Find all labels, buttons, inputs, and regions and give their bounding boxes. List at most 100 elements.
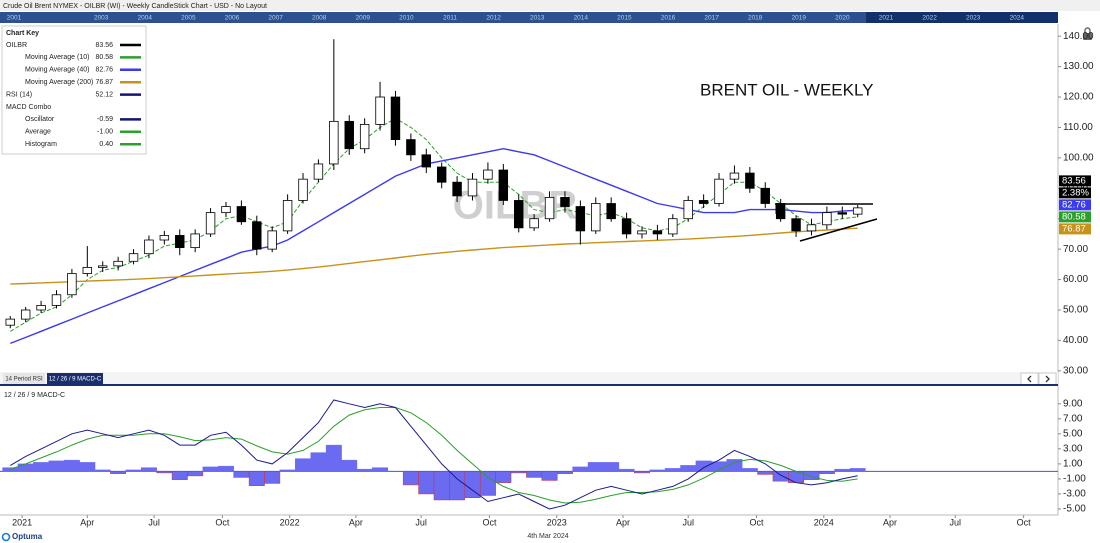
price-flag xyxy=(1059,223,1091,235)
timeline-year: 2004 xyxy=(138,15,153,22)
histogram-bar xyxy=(356,468,373,472)
candle-body xyxy=(714,178,724,204)
candle-body xyxy=(436,166,447,183)
candle-body xyxy=(467,178,478,197)
candle-body xyxy=(5,318,15,326)
tab-active[interactable] xyxy=(47,373,103,384)
chart-key-value: 0.40 xyxy=(99,141,113,148)
lock-icon[interactable] xyxy=(1083,27,1092,40)
histogram-bar xyxy=(325,444,342,472)
chart-key-value: 76.87 xyxy=(95,79,113,86)
tab[interactable] xyxy=(3,373,45,384)
timeline-year: 2011 xyxy=(443,15,457,22)
candle-body xyxy=(67,273,77,296)
histogram-bar xyxy=(818,471,835,474)
candle-body xyxy=(113,260,123,267)
header-title: Crude Oil Brent NYMEX - OILBR (WI) - Wee… xyxy=(3,3,267,10)
histogram-bar xyxy=(125,469,142,472)
y-tick-label: 1.00 xyxy=(1063,459,1083,470)
candle-body xyxy=(359,123,370,150)
x-tick-label: Apr xyxy=(349,517,363,527)
timeline-year: 2016 xyxy=(661,15,676,22)
histogram-bar xyxy=(156,471,173,474)
histogram-bar xyxy=(372,467,389,472)
optuma-logo xyxy=(1,532,11,542)
x-tick-label: Apr xyxy=(883,517,897,527)
chart-key-value: 82.76 xyxy=(95,67,113,74)
timeline-year: 2018 xyxy=(748,15,763,22)
histogram-bar xyxy=(664,468,681,472)
price-flag-label: 82.76 xyxy=(1062,199,1086,210)
candle-body xyxy=(606,203,616,220)
histogram-bar xyxy=(402,471,419,486)
timeline-bar[interactable] xyxy=(0,12,1058,23)
candle-body xyxy=(683,200,693,220)
candle-body xyxy=(82,266,93,274)
candle-body xyxy=(406,139,416,156)
histogram-bar xyxy=(233,471,250,478)
candle-body xyxy=(190,233,200,249)
x-tick-label: 2023 xyxy=(547,517,567,527)
histogram-bar xyxy=(510,471,527,474)
chart-key-value: -0.59 xyxy=(97,116,113,123)
scroll-buttons[interactable] xyxy=(1020,372,1057,386)
timeline-selection[interactable] xyxy=(866,12,1058,23)
y-tick-label: 7.00 xyxy=(1063,413,1083,424)
histogram-bar xyxy=(649,469,666,472)
x-tick-label: 2022 xyxy=(280,517,300,527)
y-tick-label: 30.00 xyxy=(1063,365,1088,376)
histogram-bar xyxy=(618,468,635,472)
histogram-bar xyxy=(418,471,435,495)
price-flag-label: 80.58 xyxy=(1062,211,1086,222)
candle-body xyxy=(390,96,401,141)
timeline-year: 2014 xyxy=(574,15,589,22)
candle-body xyxy=(329,120,339,165)
histogram-bar xyxy=(726,459,743,472)
timeline-year: 2015 xyxy=(617,15,632,22)
candle-body xyxy=(760,187,770,204)
histogram-bar xyxy=(556,471,573,474)
x-tick-label: Jul xyxy=(415,517,427,527)
timeline-year: 2007 xyxy=(268,15,283,22)
chart-key-value: 52.12 xyxy=(95,91,113,98)
x-tick-label: Jul xyxy=(950,517,962,527)
y-tick-label: 50.00 xyxy=(1063,305,1088,316)
histogram-bar xyxy=(433,471,450,501)
histogram-bar xyxy=(248,471,265,486)
timeline-year: 2013 xyxy=(530,15,545,22)
timeline-year: 2021 xyxy=(879,15,894,22)
chart-key-name: MACD Combo xyxy=(6,104,51,111)
candle-body xyxy=(745,172,755,189)
series-line xyxy=(10,227,858,285)
x-tick-label: 2024 xyxy=(814,517,834,527)
y-tick-label: 40.00 xyxy=(1063,335,1088,346)
candle-body xyxy=(698,200,709,204)
timeline-year: 2017 xyxy=(704,15,719,22)
timeline-year: 2023 xyxy=(966,15,981,22)
candle-body xyxy=(837,212,848,215)
candle-body xyxy=(267,230,277,250)
price-flag xyxy=(1059,199,1091,211)
chart-key-name: Oscillator xyxy=(25,116,55,123)
timeline-year: 2020 xyxy=(835,15,850,22)
timeline-year: 2003 xyxy=(94,15,109,22)
x-tick-label: Oct xyxy=(750,517,765,527)
histogram-bar xyxy=(541,471,558,481)
tab-label[interactable]: 14 Period RSI xyxy=(5,377,43,383)
header-bar xyxy=(0,0,1100,11)
histogram-bar xyxy=(572,466,589,472)
histogram-bar xyxy=(187,471,204,477)
candle-body xyxy=(421,154,431,168)
price-flag xyxy=(1059,211,1091,223)
candle-body xyxy=(282,200,293,232)
x-tick-label: Apr xyxy=(616,517,630,527)
candle-body xyxy=(128,253,139,262)
candle-body xyxy=(175,235,185,249)
tab-label[interactable]: 12 / 26 / 9 MACD-C xyxy=(49,377,102,383)
histogram-bar xyxy=(741,468,758,472)
histogram-bar xyxy=(218,465,234,472)
histogram-bar xyxy=(757,471,774,475)
histogram-bar xyxy=(140,467,157,472)
y-tick-label: 9.00 xyxy=(1063,398,1083,409)
timeline-year: 2005 xyxy=(181,15,196,22)
